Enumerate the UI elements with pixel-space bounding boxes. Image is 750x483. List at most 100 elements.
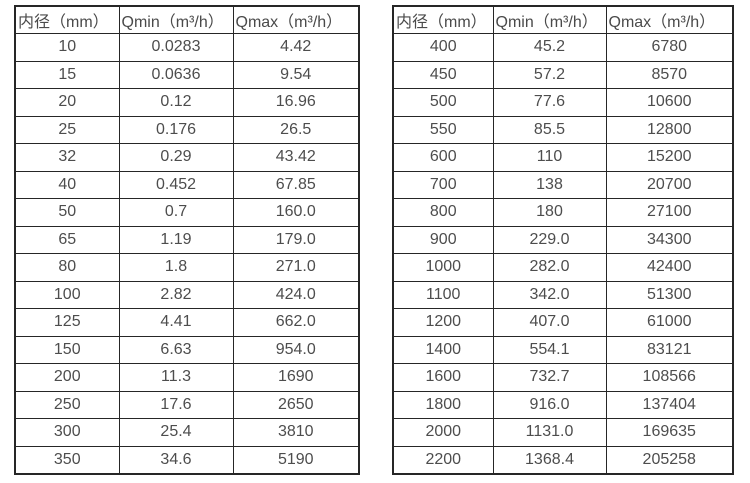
table-cell: 282.0 xyxy=(492,253,607,282)
table-cell: 77.6 xyxy=(492,88,607,117)
table-cell: 407.0 xyxy=(492,308,607,337)
table-row: 900 229.0 34300 xyxy=(392,225,734,254)
table-cell: 2000 xyxy=(392,418,494,447)
table-row: 550 85.5 12800 xyxy=(392,115,734,144)
table-row: 50 0.7 160.0 xyxy=(14,198,360,227)
table-row: 1400 554.1 83121 xyxy=(392,335,734,364)
table-header-row: 内径（mm） Qmin（m³/h） Qmax（m³/h） xyxy=(14,5,360,34)
table-cell: 110 xyxy=(492,143,607,172)
table-cell: 1100 xyxy=(392,280,494,309)
table-cell: 2200 xyxy=(392,445,494,474)
table-row: 15 0.0636 9.54 xyxy=(14,60,360,89)
table-row: 250 17.6 2650 xyxy=(14,390,360,419)
table-cell: 16.96 xyxy=(232,88,360,117)
table-cell: 3810 xyxy=(232,418,360,447)
table-cell: 138 xyxy=(492,170,607,199)
table-cell: 229.0 xyxy=(492,225,607,254)
table-cell: 4.42 xyxy=(232,33,360,62)
table-cell: 300 xyxy=(14,418,120,447)
header-diameter: 内径（mm） xyxy=(14,5,120,34)
table-cell: 15 xyxy=(14,60,120,89)
table-cell: 1368.4 xyxy=(492,445,607,474)
table-cell: 26.5 xyxy=(232,115,360,144)
table-cell: 85.5 xyxy=(492,115,607,144)
table-row: 1000 282.0 42400 xyxy=(392,253,734,282)
table-cell: 916.0 xyxy=(492,390,607,419)
table-row: 150 6.63 954.0 xyxy=(14,335,360,364)
table-row: 200 11.3 1690 xyxy=(14,363,360,392)
table-row: 40 0.452 67.85 xyxy=(14,170,360,199)
table-cell: 500 xyxy=(392,88,494,117)
table-cell: 160.0 xyxy=(232,198,360,227)
header-qmax: Qmax（m³/h） xyxy=(232,5,360,34)
table-row: 2000 1131.0 169635 xyxy=(392,418,734,447)
table-cell: 2.82 xyxy=(118,280,234,309)
table-row: 1800 916.0 137404 xyxy=(392,390,734,419)
table-cell: 271.0 xyxy=(232,253,360,282)
table-row: 125 4.41 662.0 xyxy=(14,308,360,337)
table-cell: 25.4 xyxy=(118,418,234,447)
table-cell: 450 xyxy=(392,60,494,89)
table-cell: 0.12 xyxy=(118,88,234,117)
table-row: 20 0.12 16.96 xyxy=(14,88,360,117)
table-cell: 15200 xyxy=(605,143,734,172)
table-cell: 6780 xyxy=(605,33,734,62)
table-cell: 6.63 xyxy=(118,335,234,364)
table-cell: 550 xyxy=(392,115,494,144)
table-cell: 400 xyxy=(392,33,494,62)
table-cell: 57.2 xyxy=(492,60,607,89)
table-cell: 180 xyxy=(492,198,607,227)
table-cell: 200 xyxy=(14,363,120,392)
table-cell: 8570 xyxy=(605,60,734,89)
header-qmin: Qmin（m³/h） xyxy=(492,5,607,34)
table-cell: 800 xyxy=(392,198,494,227)
table-row: 65 1.19 179.0 xyxy=(14,225,360,254)
table-cell: 34300 xyxy=(605,225,734,254)
table-cell: 1600 xyxy=(392,363,494,392)
table-row: 600 110 15200 xyxy=(392,143,734,172)
table-cell: 169635 xyxy=(605,418,734,447)
header-diameter: 内径（mm） xyxy=(392,5,494,34)
table-cell: 2650 xyxy=(232,390,360,419)
table-cell: 50 xyxy=(14,198,120,227)
table-cell: 205258 xyxy=(605,445,734,474)
flow-table-small-diameter: 内径（mm） Qmin（m³/h） Qmax（m³/h） 10 0.0283 4.4… xyxy=(14,5,360,475)
table-cell: 0.29 xyxy=(118,143,234,172)
table-cell: 1000 xyxy=(392,253,494,282)
table-cell: 1.8 xyxy=(118,253,234,282)
table-cell: 0.452 xyxy=(118,170,234,199)
table-cell: 424.0 xyxy=(232,280,360,309)
table-cell: 554.1 xyxy=(492,335,607,364)
table-cell: 40 xyxy=(14,170,120,199)
table-row: 1100 342.0 51300 xyxy=(392,280,734,309)
table-cell: 662.0 xyxy=(232,308,360,337)
table-cell: 700 xyxy=(392,170,494,199)
table-cell: 137404 xyxy=(605,390,734,419)
table-cell: 600 xyxy=(392,143,494,172)
table-cell: 10 xyxy=(14,33,120,62)
table-row: 32 0.29 43.42 xyxy=(14,143,360,172)
table-row: 800 180 27100 xyxy=(392,198,734,227)
table-cell: 0.0636 xyxy=(118,60,234,89)
table-row: 350 34.6 5190 xyxy=(14,445,360,474)
table-cell: 179.0 xyxy=(232,225,360,254)
table-cell: 100 xyxy=(14,280,120,309)
table-cell: 900 xyxy=(392,225,494,254)
table-cell: 732.7 xyxy=(492,363,607,392)
table-cell: 32 xyxy=(14,143,120,172)
table-header-row: 内径（mm） Qmin（m³/h） Qmax（m³/h） xyxy=(392,5,734,34)
table-row: 700 138 20700 xyxy=(392,170,734,199)
table-cell: 350 xyxy=(14,445,120,474)
header-qmin: Qmin（m³/h） xyxy=(118,5,234,34)
table-row: 300 25.4 3810 xyxy=(14,418,360,447)
table-cell: 954.0 xyxy=(232,335,360,364)
table-cell: 42400 xyxy=(605,253,734,282)
table-cell: 20700 xyxy=(605,170,734,199)
table-cell: 45.2 xyxy=(492,33,607,62)
table-cell: 65 xyxy=(14,225,120,254)
table-row: 1200 407.0 61000 xyxy=(392,308,734,337)
table-cell: 1400 xyxy=(392,335,494,364)
table-row: 80 1.8 271.0 xyxy=(14,253,360,282)
table-cell: 12800 xyxy=(605,115,734,144)
